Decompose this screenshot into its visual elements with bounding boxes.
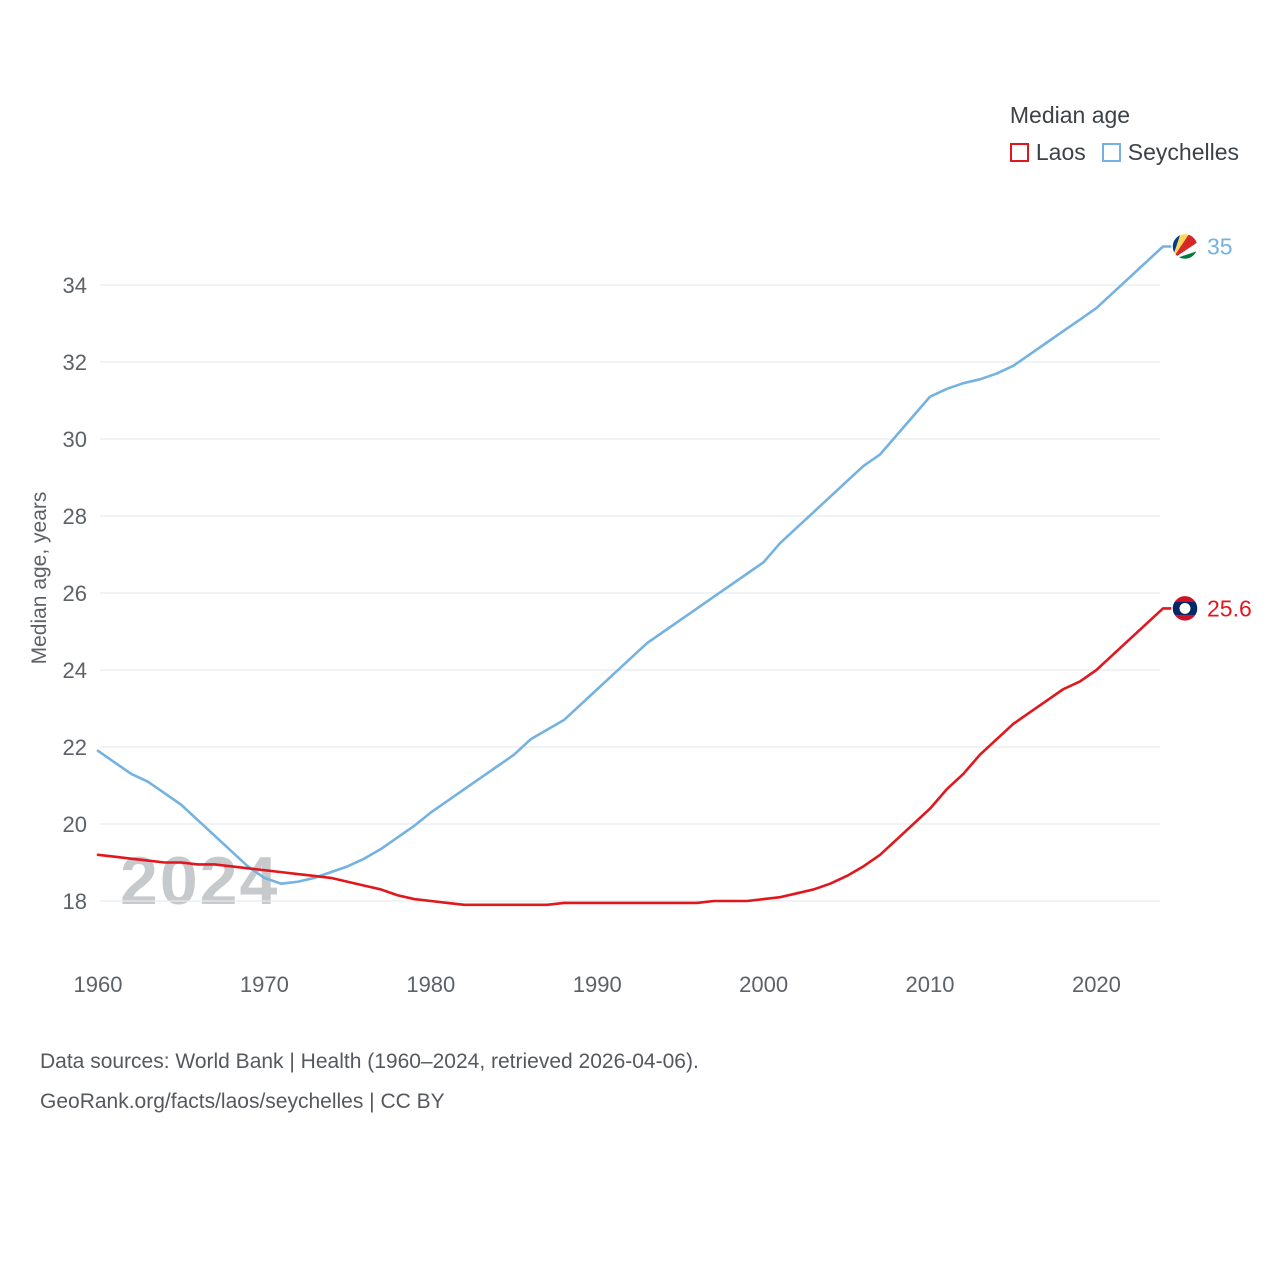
y-axis-tick-labels: 18 20 22 24 26 28 30 32 34: [63, 273, 87, 914]
y-tick-label: 18: [63, 889, 87, 914]
y-tick-label: 22: [63, 735, 87, 760]
legend-item-label: Laos: [1035, 139, 1086, 165]
watermark-year: 2024: [120, 843, 280, 919]
legend-item-laos[interactable]: Laos: [1009, 139, 1086, 166]
laos-flag-icon: [1171, 594, 1199, 623]
seychelles-flag-icon: [1171, 232, 1199, 261]
x-tick-label: 1980: [406, 972, 455, 997]
series-line-seychelles: [96, 245, 1187, 885]
x-tick-label: 1990: [573, 972, 622, 997]
seychelles-swatch-icon: [1101, 143, 1121, 162]
legend-items: Laos Seychelles: [1009, 139, 1239, 166]
y-tick-label: 26: [63, 581, 87, 606]
footer-attribution: GeoRank.org/facts/laos/seychelles | CC B…: [40, 1090, 445, 1113]
end-value-label-seychelles: 35: [1207, 234, 1233, 260]
x-tick-label: 2010: [906, 972, 955, 997]
y-axis-title: Median age, years: [28, 492, 51, 665]
x-tick-label: 2020: [1072, 972, 1121, 997]
x-tick-label: 1960: [74, 972, 123, 997]
y-tick-label: 32: [63, 350, 87, 375]
legend-item-label: Seychelles: [1127, 139, 1239, 165]
legend: Median age Laos Seychelles: [1009, 102, 1239, 166]
legend-title: Median age: [1009, 102, 1131, 128]
end-value-label-laos: 25.6: [1207, 595, 1252, 621]
series-line-laos: [96, 607, 1187, 907]
x-tick-label: 2000: [739, 972, 788, 997]
y-tick-label: 24: [63, 658, 87, 683]
legend-item-seychelles[interactable]: Seychelles: [1101, 139, 1239, 166]
y-tick-label: 34: [63, 273, 87, 298]
laos-swatch-icon: [1009, 143, 1029, 162]
footer-data-sources: Data sources: World Bank | Health (1960–…: [40, 1050, 699, 1073]
gridlines: [100, 284, 1160, 902]
x-axis-tick-labels: 1960 1970 1980 1990 2000 2010 2020: [74, 972, 1121, 997]
y-tick-label: 28: [63, 504, 87, 529]
footer: Data sources: World Bank | Health (1960–…: [40, 1042, 699, 1122]
x-tick-label: 1970: [240, 972, 289, 997]
y-tick-label: 30: [63, 427, 87, 452]
y-tick-label: 20: [63, 812, 87, 837]
